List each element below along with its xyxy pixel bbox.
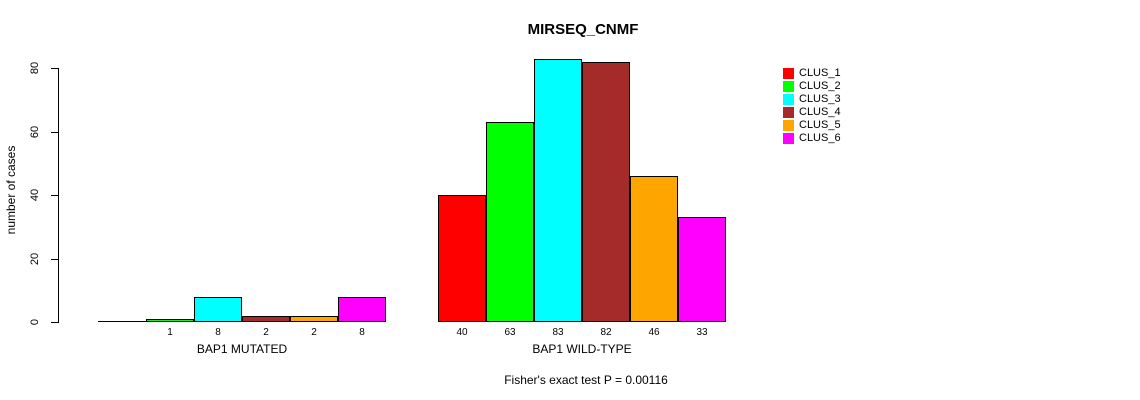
bar-value-label: 2 — [311, 327, 317, 338]
legend-swatch — [783, 120, 794, 131]
bar-value-label: 82 — [600, 327, 612, 338]
y-axis-label: number of cases — [4, 145, 18, 235]
bar-value-label: 63 — [504, 327, 516, 338]
legend-label: CLUS_2 — [799, 80, 841, 92]
group-label-1: BAP1 MUTATED — [196, 342, 288, 356]
y-axis-tick — [51, 132, 58, 133]
y-axis-tick-label: 40 — [29, 188, 41, 202]
group-label-2: BAP1 WILD-TYPE — [532, 342, 632, 356]
legend-label: CLUS_1 — [799, 67, 841, 79]
bar-value-label: 8 — [215, 327, 221, 338]
bar-clus_1-group2 — [438, 195, 486, 322]
legend-swatch — [783, 81, 794, 92]
legend-item-clus_6: CLUS_6 — [783, 132, 853, 145]
legend-swatch — [783, 68, 794, 79]
legend-label: CLUS_4 — [799, 106, 841, 118]
bar-clus_3-group1 — [194, 297, 242, 322]
bar-clus_2-group1 — [146, 319, 194, 322]
legend-label: CLUS_3 — [799, 93, 841, 105]
y-axis-tick — [51, 195, 58, 196]
legend-swatch — [783, 94, 794, 105]
bar-clus_1-group1 — [98, 321, 146, 322]
y-axis-tick-label: 0 — [29, 318, 41, 326]
bar-value-label: 40 — [456, 327, 468, 338]
bar-clus_5-group1 — [290, 316, 338, 322]
bar-clus_3-group2 — [534, 59, 582, 322]
legend-item-clus_4: CLUS_4 — [783, 106, 853, 119]
bar-value-label: 83 — [552, 327, 564, 338]
legend-item-clus_5: CLUS_5 — [783, 119, 853, 132]
bar-clus_6-group2 — [678, 217, 726, 322]
bar-clus_5-group2 — [630, 176, 678, 322]
legend-label: CLUS_5 — [799, 119, 841, 131]
y-axis-tick-label: 60 — [29, 125, 41, 139]
bar-value-label: 8 — [359, 327, 365, 338]
y-axis-tick — [51, 322, 58, 323]
legend-item-clus_2: CLUS_2 — [783, 80, 853, 93]
chart-title: MIRSEQ_CNMF — [527, 21, 639, 38]
legend-item-clus_3: CLUS_3 — [783, 93, 853, 106]
bar-value-label: 2 — [263, 327, 269, 338]
y-axis-tick-label: 20 — [29, 252, 41, 266]
y-axis-line — [58, 68, 59, 323]
y-axis-tick — [51, 259, 58, 260]
bar-clus_2-group2 — [486, 122, 534, 322]
legend-item-clus_1: CLUS_1 — [783, 67, 853, 80]
y-axis-tick-label: 80 — [29, 61, 41, 75]
bar-clus_6-group1 — [338, 297, 386, 322]
legend-swatch — [783, 107, 794, 118]
legend-swatch — [783, 133, 794, 144]
bar-clus_4-group1 — [242, 316, 290, 322]
bar-value-label: 46 — [648, 327, 660, 338]
bar-value-label: 33 — [696, 327, 708, 338]
bar-value-label: 1 — [167, 327, 173, 338]
legend-label: CLUS_6 — [799, 132, 841, 144]
y-axis-tick — [51, 68, 58, 69]
bar-clus_4-group2 — [582, 62, 630, 322]
fisher-test-annotation: Fisher's exact test P = 0.00116 — [504, 373, 668, 387]
